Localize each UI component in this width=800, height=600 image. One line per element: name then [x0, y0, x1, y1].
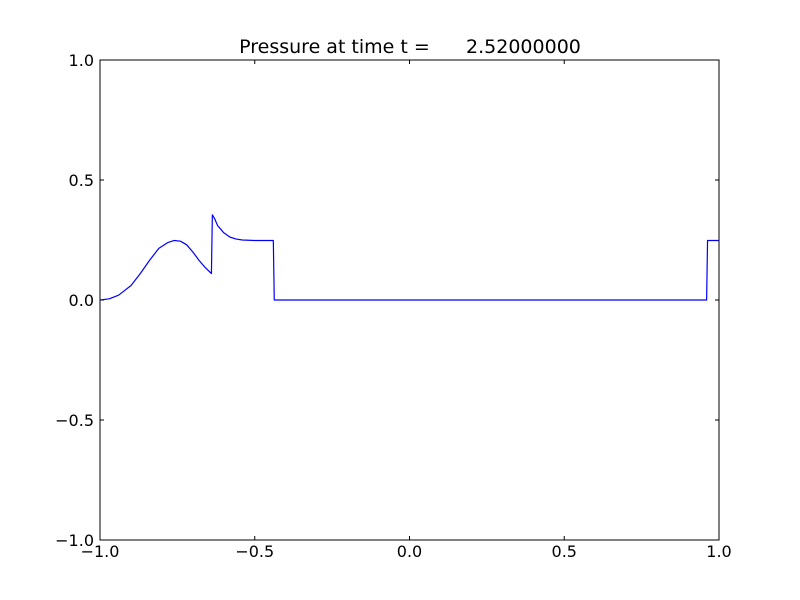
series-line [99, 214, 719, 301]
y-tick-label: 1.0 [69, 51, 94, 70]
y-tick-label: 0.0 [69, 291, 94, 310]
tick-labels: −1.0 −0.5 0.0 0.5 1.0 −1.0 −0.5 0.0 0.5 1.0 [55, 51, 732, 561]
x-tick-label: −1.0 [81, 542, 120, 561]
y-tick-label: −1.0 [55, 531, 94, 550]
series-lines [99, 214, 719, 301]
y-tick-label: 0.5 [69, 171, 94, 190]
x-tick-label: −0.5 [235, 542, 274, 561]
chart-title: Pressure at time t = 2.52000000 [239, 36, 581, 58]
x-tick-label: 0.0 [397, 542, 422, 561]
x-tick-label: 1.0 [706, 542, 731, 561]
y-tick-label: −0.5 [55, 411, 94, 430]
x-tick-label: 0.5 [552, 542, 577, 561]
plot-frame [99, 59, 720, 541]
